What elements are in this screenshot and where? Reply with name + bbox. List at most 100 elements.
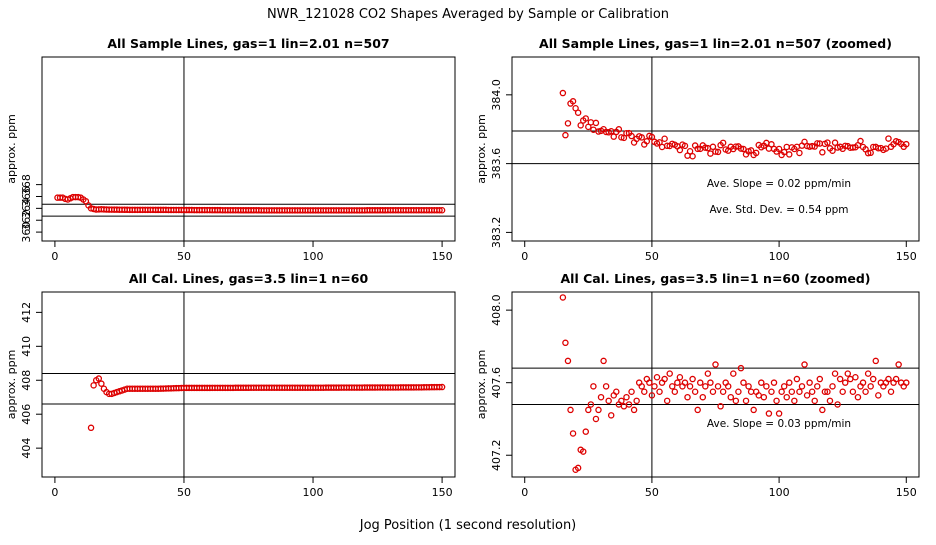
data-point — [579, 448, 587, 455]
y-tick-label: 368 — [20, 174, 33, 195]
data-point — [643, 138, 651, 145]
data-point — [605, 397, 612, 405]
data-point — [732, 397, 740, 405]
data-point — [702, 144, 709, 151]
data-point — [778, 388, 785, 396]
panel-title: All Sample Lines, gas=1 lin=2.01 n=507 (… — [539, 36, 892, 51]
data-point — [814, 140, 821, 147]
data-point — [867, 383, 874, 390]
data-point — [724, 383, 732, 390]
data-point — [587, 401, 595, 408]
data-point — [740, 379, 747, 386]
data-point — [885, 375, 892, 383]
data-point — [615, 126, 623, 133]
data-point — [559, 89, 567, 97]
data-point — [719, 139, 727, 147]
data-point — [686, 147, 694, 155]
data-point — [618, 397, 625, 405]
data-point — [831, 139, 839, 146]
y-tick-label: 408 — [20, 370, 33, 391]
data-point — [648, 392, 656, 399]
x-tick-label: 0 — [51, 486, 58, 499]
data-point — [436, 383, 443, 391]
data-point — [872, 357, 880, 365]
data-point — [814, 383, 821, 390]
y-tick-label: 384.0 — [490, 79, 503, 111]
data-point — [628, 132, 635, 140]
data-point — [564, 120, 572, 127]
data-point — [796, 149, 803, 157]
data-point — [651, 383, 658, 390]
panel-title: All Sample Lines, gas=1 lin=2.01 n=507 — [107, 36, 389, 51]
data-point — [681, 379, 689, 386]
y-axis-label: approx. ppm — [475, 350, 488, 420]
data-point — [74, 193, 82, 201]
data-point — [633, 397, 640, 405]
data-point — [824, 388, 831, 396]
data-point — [750, 406, 757, 414]
data-point — [641, 388, 648, 396]
data-point — [648, 133, 656, 141]
data-point — [885, 135, 892, 142]
data-point — [610, 133, 618, 140]
data-point — [689, 152, 696, 160]
data-point — [597, 393, 605, 401]
data-point — [844, 370, 852, 377]
data-point — [628, 388, 635, 396]
data-point — [686, 383, 694, 390]
data-point — [824, 139, 831, 146]
data-point — [590, 383, 597, 390]
data-point — [562, 339, 569, 347]
data-point — [864, 370, 872, 377]
data-point — [564, 357, 572, 365]
data-point — [834, 401, 841, 408]
data-point — [620, 134, 628, 142]
x-tick-label: 150 — [896, 250, 917, 263]
data-point — [717, 403, 724, 410]
data-point — [831, 370, 839, 377]
y-tick-label: 407.6 — [490, 367, 503, 399]
data-point — [768, 388, 775, 396]
x-tick-label: 50 — [177, 250, 191, 263]
data-point — [839, 388, 846, 396]
data-point — [656, 388, 663, 396]
data-point — [681, 142, 689, 150]
data-point — [821, 388, 829, 396]
data-point — [712, 148, 719, 155]
data-point — [780, 383, 788, 390]
data-point — [791, 397, 798, 405]
data-point — [796, 388, 803, 396]
data-point — [826, 397, 834, 405]
y-tick-label: 408.0 — [490, 294, 503, 326]
data-point — [638, 383, 645, 390]
data-point — [903, 379, 910, 386]
panel-annotation: Ave. Slope = 0.03 ppm/min — [707, 418, 851, 430]
x-tick-label: 0 — [51, 250, 58, 263]
data-point — [758, 379, 765, 386]
x-tick-label: 50 — [645, 486, 659, 499]
data-point — [867, 149, 874, 157]
data-point — [676, 146, 684, 154]
data-point — [602, 383, 610, 390]
data-point — [607, 412, 615, 419]
data-point — [730, 370, 737, 377]
x-tick-label: 50 — [645, 250, 659, 263]
data-point — [592, 415, 600, 423]
data-point — [847, 375, 854, 383]
data-point — [709, 388, 717, 396]
data-point — [786, 379, 793, 386]
data-point — [559, 294, 567, 301]
data-point — [669, 383, 676, 390]
data-point — [862, 388, 869, 396]
panel-3: All Cal. Lines, gas=3.5 lin=1 n=60 0 50 100… — [5, 271, 456, 499]
data-point — [438, 383, 446, 391]
x-tick-label: 100 — [769, 486, 790, 499]
data-point — [849, 388, 857, 396]
data-point — [707, 150, 714, 157]
data-point — [661, 375, 668, 383]
data-point — [852, 373, 859, 381]
data-point — [773, 397, 780, 405]
data-point — [765, 410, 773, 417]
data-point — [702, 383, 709, 390]
y-tick-label: 410 — [20, 336, 33, 357]
